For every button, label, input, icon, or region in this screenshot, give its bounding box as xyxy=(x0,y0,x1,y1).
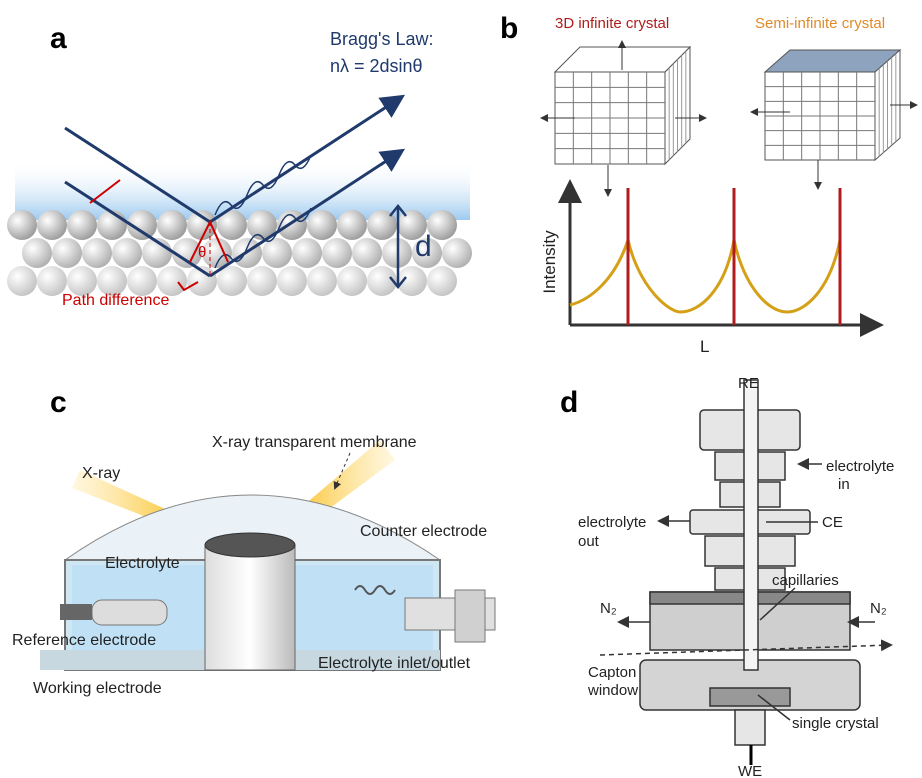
law-equation: nλ = 2dsinθ xyxy=(330,56,423,76)
capton-label: Capton xyxy=(588,664,636,681)
single-crystal-label: single crystal xyxy=(792,715,879,732)
valve xyxy=(455,590,485,642)
atom xyxy=(22,238,52,268)
electrolyte-in-label: in xyxy=(838,476,850,493)
membrane-label: X-ray transparent membrane xyxy=(212,434,417,451)
crystal-3d-label: 3D infinite crystal xyxy=(555,15,669,32)
path-difference-label: Path difference xyxy=(62,292,169,309)
law-title: Bragg's Law: xyxy=(330,29,434,49)
atom xyxy=(187,210,217,240)
capton-label: window xyxy=(587,682,638,699)
atom xyxy=(427,266,457,296)
panel-label: c xyxy=(50,386,67,419)
crystal-top xyxy=(205,533,295,557)
reference-electrode-label: Reference electrode xyxy=(12,632,156,649)
x-axis-label: L xyxy=(700,337,709,356)
electrolyte-out-label: electrolyte xyxy=(578,514,646,531)
panel-a: a θ Path difference d Bragg's Law: nλ = … xyxy=(7,22,472,309)
atom xyxy=(217,266,247,296)
panel-label: d xyxy=(560,386,578,419)
atom xyxy=(262,238,292,268)
panel-b: b 3D infinite crystal Semi-infinite crys… xyxy=(500,12,916,356)
atom xyxy=(97,210,127,240)
xray-label: X-ray xyxy=(82,465,120,482)
reference-electrode-body xyxy=(92,600,167,625)
atom xyxy=(352,238,382,268)
inlet-outlet-label: Electrolyte inlet/outlet xyxy=(318,655,471,672)
atom xyxy=(7,266,37,296)
panel-d: d RE electrolyte in electrolyte out CE c… xyxy=(560,375,894,778)
theta-label: θ xyxy=(198,244,206,261)
crystal-holder xyxy=(710,688,790,706)
n2-label: N₂ xyxy=(600,600,617,617)
ce-label: CE xyxy=(822,514,843,531)
we-stem xyxy=(735,710,765,745)
atom xyxy=(247,266,277,296)
working-electrode-holder xyxy=(205,545,295,670)
counter-electrode-label: Counter electrode xyxy=(360,523,487,540)
reference-electrode-cap xyxy=(60,604,92,620)
atom xyxy=(442,238,472,268)
capillaries-label: capillaries xyxy=(772,572,839,589)
atom xyxy=(337,210,367,240)
figure: a θ Path difference d Bragg's Law: nλ = … xyxy=(0,0,922,778)
atom xyxy=(322,238,352,268)
panel-label: a xyxy=(50,22,67,55)
atom xyxy=(82,238,112,268)
electrolyte-in-label: electrolyte xyxy=(826,458,894,475)
electrolyte-out-label: out xyxy=(578,533,600,550)
atom xyxy=(67,210,97,240)
we-label: WE xyxy=(738,763,762,778)
atom xyxy=(277,266,307,296)
atom xyxy=(307,266,337,296)
capillary-tube xyxy=(744,380,758,670)
ctr-curve xyxy=(570,240,840,312)
electrolyte-label: Electrolyte xyxy=(105,555,180,572)
re-label: RE xyxy=(738,375,759,392)
atom xyxy=(37,210,67,240)
atom xyxy=(112,238,142,268)
y-axis-label: Intensity xyxy=(540,230,559,294)
crystal-cubes xyxy=(555,47,900,164)
panel-c: c X-ray transparent membrane X-ray Count… xyxy=(12,386,495,697)
atom xyxy=(7,210,37,240)
n2-label: N₂ xyxy=(870,600,887,617)
atom xyxy=(157,210,187,240)
crystal-semi-label: Semi-infinite crystal xyxy=(755,15,885,32)
working-electrode-label: Working electrode xyxy=(33,680,162,697)
panel-label: b xyxy=(500,12,518,45)
atom xyxy=(337,266,367,296)
atom xyxy=(52,238,82,268)
atom xyxy=(292,238,322,268)
spacing-label: d xyxy=(415,230,432,263)
atom xyxy=(307,210,337,240)
